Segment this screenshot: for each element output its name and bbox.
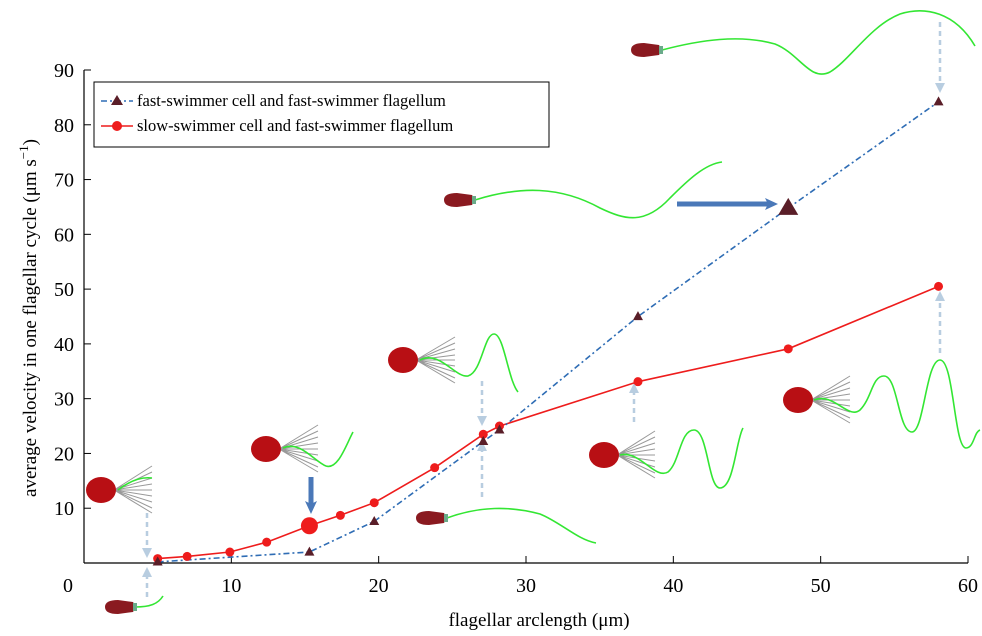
data-point-slow (633, 377, 643, 387)
y-tick-label: 70 (54, 170, 74, 192)
y-tick-label: 10 (54, 498, 74, 520)
slow-swimmer-cell-3 (388, 333, 519, 393)
legend-label-slow: slow-swimmer cell and fast-swimmer flage… (137, 116, 453, 135)
cell-illustrations (86, 10, 981, 614)
slow-swimmer-cell-1 (86, 465, 153, 514)
data-point-fast (478, 435, 489, 445)
data-point-fast (494, 424, 505, 434)
y-tick-label: 90 (54, 60, 74, 82)
data-point-slow (430, 463, 440, 473)
data-point-slow (335, 510, 345, 520)
slow-swimmer-cell-5 (783, 359, 981, 449)
data-point-slow (300, 517, 318, 535)
x-tick-label: 0 (63, 575, 73, 597)
x-tick-label: 50 (811, 575, 831, 597)
fast-swimmer-cell-1 (105, 595, 164, 614)
y-axis-title: average velocity in one flagellar cycle … (16, 139, 41, 497)
y-axis-title-sup: −1 (16, 145, 31, 159)
data-point-fast (632, 311, 643, 321)
x-tick-label: 10 (221, 575, 241, 597)
fast-swimmer-cell-4 (631, 10, 976, 75)
y-tick-labels: 10 20 30 40 50 60 70 80 90 (54, 60, 74, 520)
y-tick-label: 20 (54, 443, 74, 465)
x-tick-label: 40 (663, 575, 683, 597)
fast-swimmer-cell-3 (444, 161, 723, 219)
data-point-slow (262, 537, 272, 547)
x-tick-label: 20 (369, 575, 389, 597)
y-tick-label: 80 (54, 115, 74, 137)
legend-box (93, 81, 550, 148)
data-point-fast (304, 546, 315, 556)
series-markers (152, 96, 944, 566)
y-tick-label: 50 (54, 279, 74, 301)
fast-swimmer-cell-2 (416, 507, 597, 544)
x-tick-labels: 0 10 20 30 40 50 60 (63, 575, 978, 597)
data-point-fast (369, 515, 380, 525)
data-point-fast (933, 96, 944, 106)
y-axis-title-close: ) (20, 139, 41, 145)
data-point-fast (152, 556, 163, 566)
axes (83, 69, 969, 564)
data-point-slow (225, 547, 235, 557)
series-line-0 (157, 101, 939, 563)
x-tick-label: 60 (958, 575, 978, 597)
legend: fast-swimmer cell and fast-swimmer flage… (93, 81, 550, 148)
data-point-slow (182, 551, 192, 561)
data-point-slow (934, 281, 944, 291)
legend-label-fast: fast-swimmer cell and fast-swimmer flage… (137, 91, 446, 110)
slow-swimmer-cell-4 (589, 427, 744, 489)
legend-swatch-slow-marker (112, 121, 122, 131)
y-axis-title-main: average velocity in one flagellar cycle … (20, 159, 41, 497)
dashed-connector-arrows (142, 22, 945, 597)
y-tick-label: 30 (54, 389, 74, 411)
x-axis-title: flagellar arclength (μm) (448, 610, 629, 631)
data-point-slow (783, 344, 793, 354)
data-point-slow (369, 498, 379, 508)
legend-swatch-fast-marker (111, 95, 123, 105)
y-tick-label: 60 (54, 224, 74, 246)
series-lines (157, 101, 939, 563)
y-tick-label: 40 (54, 334, 74, 356)
data-point-slow (478, 429, 488, 439)
data-point-fast (778, 197, 799, 215)
x-tick-label: 30 (516, 575, 536, 597)
slow-swimmer-cell-2 (251, 424, 354, 473)
